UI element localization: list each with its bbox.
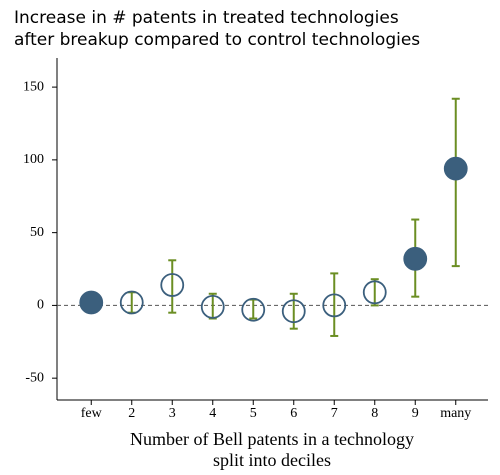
point [403, 246, 428, 271]
x-tick-label: 5 [250, 406, 257, 421]
point [362, 280, 387, 305]
chart-title: Increase in # patents in treated technol… [14, 8, 399, 28]
x-tick-label: 9 [412, 406, 419, 421]
point [79, 290, 104, 315]
x-tick-label: 6 [290, 406, 297, 421]
point [281, 299, 306, 324]
x-tick-label: many [440, 406, 471, 421]
y-tick-label: 150 [23, 79, 44, 94]
x-tick-label: 2 [128, 406, 135, 421]
y-tick-label: 0 [37, 298, 44, 313]
x-tick-label: 4 [209, 406, 216, 421]
point [119, 290, 144, 315]
x-axis-label: split into deciles [213, 450, 331, 470]
point [160, 273, 185, 297]
x-tick-label: 3 [169, 406, 176, 421]
x-tick-label: 7 [331, 406, 338, 421]
x-tick-label: 8 [371, 406, 378, 421]
point [200, 294, 225, 319]
x-tick-label: few [81, 406, 103, 421]
y-tick-label: 100 [23, 152, 44, 167]
point [322, 293, 347, 318]
chart-title: after breakup compared to control techno… [14, 30, 420, 50]
point [241, 297, 266, 322]
y-tick-label: -50 [25, 370, 44, 385]
y-tick-label: 50 [30, 225, 44, 240]
x-axis-label: Number of Bell patents in a technology [130, 429, 414, 449]
point [443, 156, 468, 181]
